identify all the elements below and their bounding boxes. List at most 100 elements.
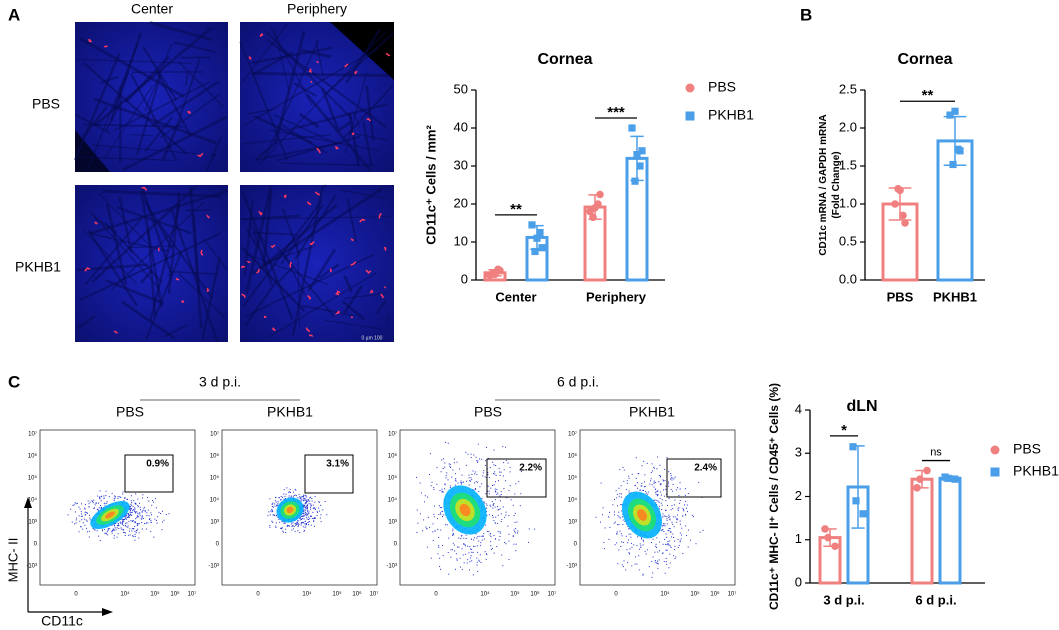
event <box>493 552 495 554</box>
event <box>477 551 479 553</box>
event <box>304 509 306 511</box>
flow-xtick-label: 10⁷ <box>370 591 379 598</box>
event <box>469 480 471 482</box>
event <box>307 519 309 521</box>
event <box>474 489 476 491</box>
event <box>637 482 639 484</box>
event <box>281 527 283 529</box>
event <box>674 499 676 501</box>
event <box>303 506 305 508</box>
event <box>103 497 105 499</box>
event <box>162 521 164 523</box>
event <box>681 527 683 529</box>
event <box>664 523 666 525</box>
data-point <box>628 124 636 132</box>
event <box>486 504 488 506</box>
event <box>623 560 625 562</box>
event <box>132 519 134 521</box>
event <box>666 518 668 520</box>
event <box>451 549 453 551</box>
event <box>670 475 672 477</box>
event <box>520 493 522 495</box>
data-point <box>589 213 597 222</box>
event <box>642 540 644 542</box>
event <box>473 489 475 491</box>
event <box>513 529 515 531</box>
event <box>138 523 140 525</box>
event <box>431 481 433 483</box>
event <box>131 528 133 530</box>
event <box>674 545 676 547</box>
event <box>642 544 644 546</box>
event <box>660 483 662 485</box>
event <box>679 540 681 542</box>
event <box>306 514 308 516</box>
flow-xtick-label: 0 <box>434 592 438 598</box>
event <box>152 500 154 502</box>
event <box>441 459 443 461</box>
texture <box>294 195 337 260</box>
event <box>319 517 321 519</box>
event <box>438 536 440 538</box>
event <box>476 545 478 547</box>
event <box>682 553 684 555</box>
event <box>420 492 422 494</box>
event <box>662 489 664 491</box>
event <box>699 531 701 533</box>
event <box>301 496 303 498</box>
event <box>114 497 116 499</box>
event <box>284 522 286 524</box>
event <box>441 491 443 493</box>
event <box>303 499 305 501</box>
event <box>666 519 668 521</box>
event <box>89 501 91 503</box>
event <box>114 527 116 529</box>
event <box>628 475 630 477</box>
event <box>637 487 639 489</box>
flow-ytick-label: -10³ <box>208 564 219 570</box>
event <box>508 489 510 491</box>
event <box>519 505 521 507</box>
event <box>493 449 495 451</box>
event <box>440 513 442 515</box>
event <box>462 554 464 556</box>
event <box>304 513 306 515</box>
event <box>503 469 505 471</box>
event <box>657 551 659 553</box>
event <box>665 493 667 495</box>
event <box>301 522 303 524</box>
event <box>621 510 623 512</box>
event <box>454 550 456 552</box>
event <box>451 476 453 478</box>
event <box>319 501 321 503</box>
event <box>308 516 310 518</box>
event <box>679 502 681 504</box>
event <box>492 507 494 509</box>
event <box>646 549 648 551</box>
event <box>153 536 155 538</box>
y-tick-label: 1.5 <box>839 157 857 172</box>
event <box>495 491 497 493</box>
event <box>309 500 311 502</box>
event <box>142 497 144 499</box>
event <box>463 562 465 564</box>
event <box>499 471 501 473</box>
event <box>670 536 672 538</box>
flow-ytick-label: 10⁵ <box>388 475 398 482</box>
event <box>127 526 129 528</box>
significance-label: ** <box>922 87 934 104</box>
event <box>668 544 670 546</box>
event <box>479 544 481 546</box>
event <box>429 527 431 529</box>
event <box>465 545 467 547</box>
event <box>675 521 677 523</box>
event <box>487 471 489 473</box>
event <box>320 504 322 506</box>
event <box>456 461 458 463</box>
event <box>99 490 101 492</box>
event <box>310 508 312 510</box>
event <box>688 529 690 531</box>
event <box>621 504 623 506</box>
texture <box>83 62 188 155</box>
